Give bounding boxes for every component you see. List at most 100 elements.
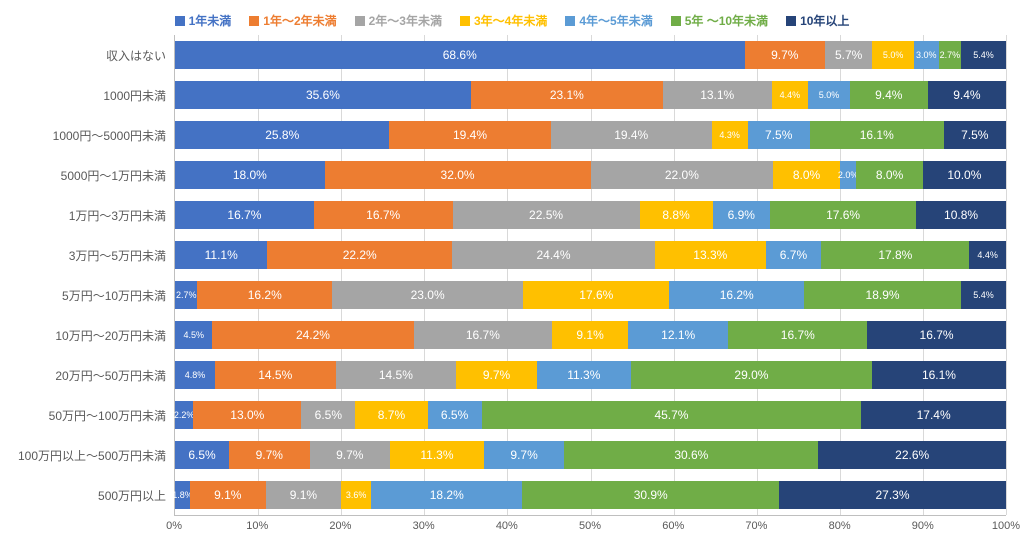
segment-value-label: 16.1%	[860, 128, 894, 142]
bar-segment: 30.6%	[564, 441, 818, 469]
legend-label: 1年〜2年未満	[263, 12, 336, 29]
bar-segment: 9.7%	[456, 361, 537, 389]
bar-row: 2.7%16.2%23.0%17.6%16.2%18.9%5.4%	[175, 275, 1006, 315]
bar-segment: 68.6%	[175, 41, 744, 69]
legend-swatch	[249, 16, 259, 26]
segment-value-label: 22.0%	[665, 168, 699, 182]
segment-value-label: 4.8%	[185, 370, 206, 380]
bar-segment: 5.0%	[872, 41, 914, 69]
y-axis-label: 10万円〜20万円未満	[55, 315, 166, 355]
bar-segment: 10.0%	[923, 161, 1006, 189]
segment-value-label: 35.6%	[306, 88, 340, 102]
y-axis-label: 収入はない	[106, 35, 166, 75]
bar-segment: 16.7%	[414, 321, 553, 349]
legend-label: 10年以上	[800, 12, 849, 29]
bar-segment: 4.5%	[175, 321, 212, 349]
legend-label: 4年〜5年未満	[579, 12, 652, 29]
legend-swatch	[175, 16, 185, 26]
bar-segment: 2.0%	[840, 161, 857, 189]
segment-value-label: 8.8%	[662, 208, 689, 222]
segment-value-label: 16.7%	[227, 208, 261, 222]
segment-value-label: 2.7%	[940, 50, 961, 60]
bar-segment: 11.1%	[175, 241, 267, 269]
bar-segment: 6.7%	[766, 241, 822, 269]
stacked-bar: 25.8%19.4%19.4%4.3%7.5%16.1%7.5%	[175, 121, 1006, 149]
legend-swatch	[355, 16, 365, 26]
bar-segment: 3.0%	[914, 41, 939, 69]
gridline	[1006, 35, 1007, 515]
segment-value-label: 13.1%	[700, 88, 734, 102]
segment-value-label: 7.5%	[961, 128, 988, 142]
bar-segment: 13.3%	[655, 241, 766, 269]
segment-value-label: 7.5%	[765, 128, 792, 142]
bar-segment: 17.4%	[861, 401, 1006, 429]
legend-item: 2年〜3年未満	[355, 12, 442, 29]
bar-segment: 11.3%	[390, 441, 484, 469]
bar-segment: 16.7%	[314, 201, 453, 229]
bar-segment: 22.2%	[267, 241, 452, 269]
segment-value-label: 6.7%	[780, 248, 807, 262]
bar-segment: 9.7%	[229, 441, 310, 469]
segment-value-label: 9.7%	[771, 48, 798, 62]
segment-value-label: 4.3%	[719, 130, 740, 140]
bar-segment: 9.1%	[552, 321, 628, 349]
bar-segment: 2.7%	[939, 41, 961, 69]
segment-value-label: 2.2%	[174, 410, 195, 420]
bar-segment: 27.3%	[779, 481, 1006, 509]
bar-segment: 23.0%	[332, 281, 523, 309]
bar-segment: 22.0%	[591, 161, 774, 189]
segment-value-label: 13.0%	[230, 408, 264, 422]
bar-row: 68.6%9.7%5.7%5.0%3.0%2.7%5.4%	[175, 35, 1006, 75]
segment-value-label: 6.5%	[441, 408, 468, 422]
stacked-bar: 18.0%32.0%22.0%8.0%2.0%8.0%10.0%	[175, 161, 1006, 189]
legend-swatch	[671, 16, 681, 26]
bar-segment: 5.4%	[961, 41, 1006, 69]
segment-value-label: 16.7%	[781, 328, 815, 342]
bar-segment: 23.1%	[471, 81, 663, 109]
x-axis-tick: 60%	[662, 520, 684, 532]
bar-segment: 8.7%	[355, 401, 427, 429]
bar-segment: 18.9%	[804, 281, 961, 309]
segment-value-label: 17.4%	[917, 408, 951, 422]
y-axis-label: 5万円〜10万円未満	[62, 275, 166, 315]
legend-swatch	[565, 16, 575, 26]
bar-segment: 2.2%	[175, 401, 193, 429]
segment-value-label: 9.7%	[256, 448, 283, 462]
stacked-bar: 1.8%9.1%9.1%3.6%18.2%30.9%27.3%	[175, 481, 1006, 509]
bar-segment: 4.3%	[712, 121, 748, 149]
y-axis-label: 20万円〜50万円未満	[55, 355, 166, 395]
y-axis-labels: 収入はない1000円未満1000円〜5000円未満5000円〜1万円未満1万円〜…	[18, 35, 174, 538]
bar-row: 35.6%23.1%13.1%4.4%5.0%9.4%9.4%	[175, 75, 1006, 115]
bar-row: 11.1%22.2%24.4%13.3%6.7%17.8%4.4%	[175, 235, 1006, 275]
segment-value-label: 8.7%	[378, 408, 405, 422]
bar-segment: 9.4%	[850, 81, 928, 109]
segment-value-label: 27.3%	[876, 488, 910, 502]
bar-segment: 7.5%	[944, 121, 1006, 149]
segment-value-label: 4.4%	[977, 250, 998, 260]
segment-value-label: 6.5%	[188, 448, 215, 462]
segment-value-label: 32.0%	[441, 168, 475, 182]
segment-value-label: 24.2%	[296, 328, 330, 342]
x-axis-tick: 100%	[992, 520, 1020, 532]
segment-value-label: 4.5%	[183, 330, 204, 340]
segment-value-label: 11.1%	[205, 248, 238, 262]
segment-value-label: 9.4%	[953, 88, 980, 102]
legend-label: 5年 〜10年未満	[685, 12, 768, 29]
chart: 収入はない1000円未満1000円〜5000円未満5000円〜1万円未満1万円〜…	[18, 35, 1006, 538]
segment-value-label: 11.3%	[567, 368, 600, 382]
y-axis-label: 5000円〜1万円未満	[61, 155, 166, 195]
segment-value-label: 9.1%	[290, 488, 317, 502]
bar-segment: 16.1%	[810, 121, 944, 149]
bar-row: 4.8%14.5%14.5%9.7%11.3%29.0%16.1%	[175, 355, 1006, 395]
segment-value-label: 30.9%	[634, 488, 668, 502]
bar-segment: 8.0%	[773, 161, 839, 189]
bar-segment: 18.0%	[175, 161, 325, 189]
legend: 1年未満1年〜2年未満2年〜3年未満3年〜4年未満4年〜5年未満5年 〜10年未…	[18, 12, 1006, 29]
segment-value-label: 16.7%	[366, 208, 400, 222]
stacked-bar: 4.5%24.2%16.7%9.1%12.1%16.7%16.7%	[175, 321, 1006, 349]
x-axis-tick: 80%	[829, 520, 851, 532]
stacked-bar: 2.2%13.0%6.5%8.7%6.5%45.7%17.4%	[175, 401, 1006, 429]
segment-value-label: 6.5%	[315, 408, 342, 422]
stacked-bar: 4.8%14.5%14.5%9.7%11.3%29.0%16.1%	[175, 361, 1006, 389]
bar-row: 6.5%9.7%9.7%11.3%9.7%30.6%22.6%	[175, 435, 1006, 475]
